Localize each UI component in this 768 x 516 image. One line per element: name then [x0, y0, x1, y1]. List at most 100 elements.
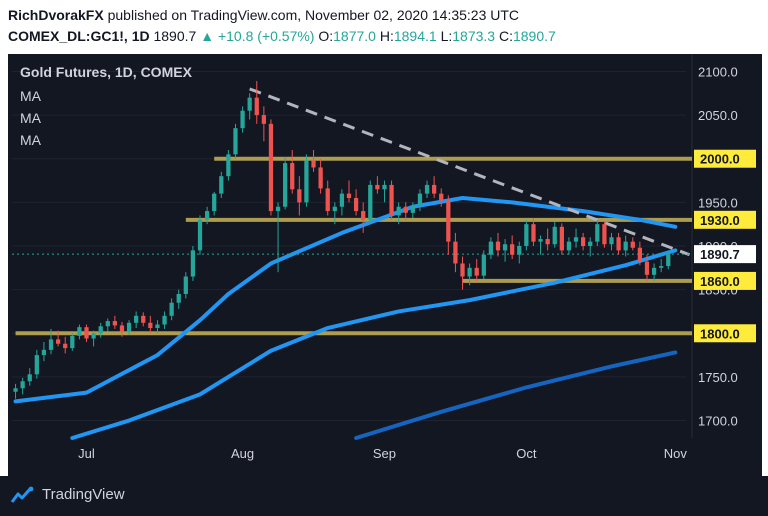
candle-body	[538, 239, 543, 242]
candle-body	[247, 97, 252, 111]
candle-body	[254, 97, 259, 116]
candle-body	[453, 241, 458, 264]
candle-body	[70, 335, 75, 349]
level-price-label-bg	[694, 210, 756, 229]
candle-body	[212, 193, 217, 212]
moving-average-line	[70, 248, 678, 440]
x-tick-label: Sep	[373, 446, 396, 461]
candle-body	[339, 193, 345, 207]
chart-area[interactable]: 1700.01750.01800.01850.01900.01950.02000…	[8, 54, 762, 490]
candle-body	[27, 374, 32, 382]
candle-body	[609, 237, 614, 245]
y-tick-label: 1950.0	[698, 195, 738, 210]
publish-line: RichDvorakFX published on TradingView.co…	[8, 7, 519, 23]
price-chart[interactable]: 1700.01750.01800.01850.01900.01950.02000…	[8, 54, 762, 490]
candle-body	[169, 302, 174, 316]
candle-body	[297, 189, 302, 203]
candle-body	[580, 237, 586, 246]
y-tick-label: 2100.0	[698, 64, 738, 79]
candle-body	[268, 123, 274, 212]
candle-body	[318, 167, 323, 189]
candle-body	[510, 244, 515, 255]
low-label: L:	[440, 28, 453, 44]
candle-body	[417, 193, 423, 206]
candle-body	[346, 193, 352, 198]
ma-label-1[interactable]: MA	[20, 88, 41, 104]
candle-body	[595, 224, 600, 242]
candle-body	[517, 246, 522, 255]
candle-body	[361, 211, 366, 220]
candle-body	[98, 326, 103, 334]
candle-body	[275, 206, 281, 212]
candle-body	[126, 322, 132, 332]
candle-body	[233, 128, 238, 155]
candle-body	[502, 244, 508, 251]
candle-body	[375, 184, 380, 190]
candle-body	[240, 110, 245, 129]
chart-title: Gold Futures, 1D, COMEX	[20, 64, 192, 80]
candle-body	[389, 184, 394, 216]
candle-body	[353, 198, 359, 212]
candle-body	[55, 339, 61, 344]
y-tick-label: 1750.0	[698, 370, 738, 385]
open-label: O:	[318, 28, 334, 44]
last-price-text: 1890.7	[153, 28, 197, 44]
footer: TradingView	[0, 476, 768, 516]
tradingview-logo-icon[interactable]	[10, 486, 36, 504]
candle-body	[531, 224, 536, 242]
candle-body	[148, 322, 153, 329]
moving-average-line	[13, 196, 678, 404]
low-value: 1873.3	[452, 28, 496, 44]
candle-body	[588, 241, 593, 246]
last-price-label: 1890.7	[700, 247, 740, 262]
candle-body	[432, 184, 437, 194]
candle-body	[304, 160, 309, 203]
candle-body	[219, 176, 224, 194]
last-price-label-bg	[694, 245, 756, 264]
y-tick-label: 2050.0	[698, 108, 738, 123]
candle-body	[261, 115, 266, 124]
candle-body	[495, 241, 501, 251]
candle-body	[176, 294, 181, 303]
ma-label-3[interactable]: MA	[20, 132, 41, 148]
candle-body	[439, 193, 444, 201]
level-price-label-bg	[694, 324, 756, 343]
candle-body	[226, 154, 231, 177]
candle-body	[84, 327, 89, 339]
candle-body	[410, 205, 415, 213]
candle-body	[446, 200, 451, 242]
symbol-line: COMEX_DL:GC1!, 1D 1890.7 ▲ +10.8 (+0.57%…	[8, 28, 556, 44]
candle-body	[325, 188, 330, 212]
x-tick-label: Nov	[664, 446, 688, 461]
candle-body	[34, 355, 39, 375]
candle-body	[311, 160, 316, 168]
candle-body	[77, 327, 82, 336]
candle-body	[183, 276, 188, 294]
candle-body	[481, 254, 486, 276]
level-price-label-bg	[694, 149, 756, 168]
level-price-label: 1800.0	[700, 326, 740, 341]
candle-body	[630, 241, 635, 248]
moving-average-line	[354, 350, 678, 440]
candle-body	[382, 184, 387, 190]
candle-body	[552, 226, 557, 245]
candle-body	[545, 239, 550, 245]
level-price-label-bg	[694, 271, 756, 290]
candle-body	[190, 250, 196, 277]
candle-body	[368, 184, 373, 220]
candle-body	[20, 381, 25, 389]
ma-label-2[interactable]: MA	[20, 110, 41, 126]
y-tick-label: 1700.0	[698, 414, 738, 429]
publisher-name[interactable]: RichDvorakFX	[8, 7, 104, 23]
candle-body	[467, 267, 472, 277]
candle-body	[623, 241, 628, 251]
candle-body	[134, 315, 139, 323]
candle-body	[616, 237, 621, 251]
candle-body	[162, 315, 167, 325]
candle-body	[559, 226, 564, 251]
tradingview-brand[interactable]: TradingView	[42, 486, 125, 503]
candle-body	[566, 241, 572, 251]
chart-header: RichDvorakFX published on TradingView.co…	[0, 0, 768, 52]
x-tick-label: Aug	[231, 446, 254, 461]
candle-body	[651, 267, 657, 275]
